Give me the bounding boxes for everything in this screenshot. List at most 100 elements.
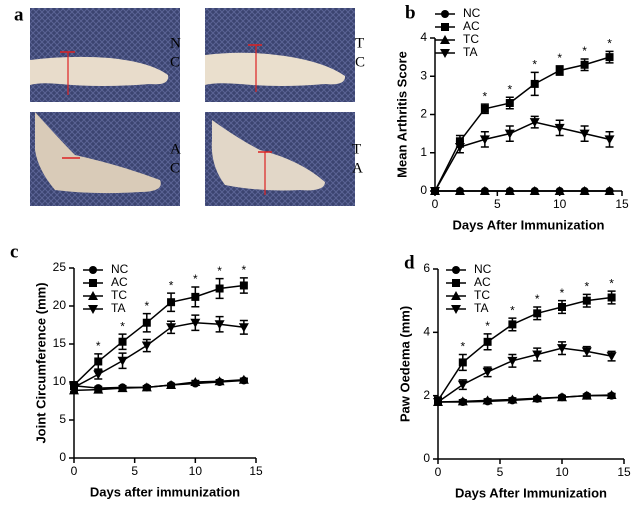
legend-marker bbox=[452, 279, 460, 287]
legend-label: NC bbox=[474, 262, 492, 276]
x-tick-label: 5 bbox=[131, 464, 138, 478]
point bbox=[605, 53, 614, 62]
point bbox=[504, 186, 515, 195]
point bbox=[532, 350, 543, 360]
legend-label: NC bbox=[463, 6, 481, 20]
panel-letter: a bbox=[14, 4, 24, 25]
x-tick-label: 15 bbox=[617, 465, 631, 479]
point bbox=[557, 344, 567, 354]
series-line bbox=[437, 296, 612, 401]
significance-mark: * bbox=[582, 44, 587, 58]
series-line bbox=[434, 56, 610, 192]
point bbox=[555, 66, 564, 75]
series-line bbox=[437, 394, 612, 403]
point bbox=[214, 376, 225, 386]
legend-marker bbox=[451, 305, 461, 314]
legend-label: NC bbox=[111, 262, 129, 276]
significance-mark: * bbox=[460, 340, 465, 354]
x-tick-label: 5 bbox=[497, 465, 504, 479]
point bbox=[93, 370, 104, 380]
point bbox=[606, 390, 617, 400]
series-line bbox=[73, 378, 244, 392]
photo-caption: A bbox=[170, 141, 181, 157]
point bbox=[458, 358, 467, 367]
photo-caption: C bbox=[170, 54, 180, 70]
point bbox=[118, 337, 127, 346]
point bbox=[581, 390, 592, 400]
point bbox=[579, 186, 590, 195]
point bbox=[191, 292, 200, 301]
point bbox=[238, 323, 249, 333]
point bbox=[117, 383, 128, 393]
point bbox=[167, 298, 176, 307]
point bbox=[507, 394, 518, 404]
legend-marker bbox=[88, 305, 98, 314]
y-tick-label: 0 bbox=[420, 183, 427, 197]
y-tick-label: 25 bbox=[53, 260, 67, 274]
photo-caption: A bbox=[352, 160, 363, 176]
significance-mark: * bbox=[532, 58, 537, 72]
point bbox=[117, 356, 128, 366]
legend-marker bbox=[88, 291, 98, 300]
panel-letter: d bbox=[404, 252, 415, 273]
legend-marker bbox=[440, 35, 450, 44]
y-tick-label: 2 bbox=[420, 107, 427, 121]
photo-caption: N bbox=[170, 35, 181, 51]
series-line bbox=[73, 284, 244, 386]
legend-label: AC bbox=[463, 19, 480, 33]
significance-mark: * bbox=[217, 264, 222, 278]
photo bbox=[30, 112, 180, 206]
series-line bbox=[434, 121, 610, 192]
y-axis-label: Paw Oedema (mm) bbox=[397, 306, 412, 422]
x-axis-label: Days After Immunization bbox=[453, 217, 605, 232]
y-tick-label: 2 bbox=[423, 388, 430, 402]
photo-caption: C bbox=[355, 54, 365, 70]
photo bbox=[30, 8, 180, 102]
series-line bbox=[437, 347, 612, 403]
panel-letter: c bbox=[10, 241, 18, 262]
point bbox=[190, 318, 201, 328]
photo-caption: T bbox=[355, 35, 364, 51]
significance-mark: * bbox=[557, 51, 562, 65]
significance-mark: * bbox=[535, 292, 540, 306]
x-tick-label: 5 bbox=[494, 197, 501, 211]
point bbox=[483, 337, 492, 346]
x-axis-label: Days after immunization bbox=[90, 484, 240, 499]
legend-label: TC bbox=[463, 32, 479, 46]
point bbox=[141, 341, 152, 351]
legend-marker bbox=[441, 23, 449, 31]
photo-caption: T bbox=[352, 141, 361, 157]
legend-label: TA bbox=[111, 301, 125, 315]
legend-marker bbox=[89, 279, 97, 287]
significance-mark: * bbox=[242, 263, 247, 277]
significance-mark: * bbox=[510, 303, 515, 317]
photo-caption: C bbox=[170, 160, 180, 176]
point bbox=[94, 357, 103, 366]
legend-marker bbox=[451, 291, 461, 300]
x-axis-label: Days After Immunization bbox=[455, 485, 607, 500]
y-tick-label: 20 bbox=[53, 298, 67, 312]
point bbox=[529, 186, 540, 195]
significance-mark: * bbox=[483, 89, 488, 103]
point bbox=[141, 382, 152, 392]
legend-marker bbox=[89, 266, 97, 274]
point bbox=[215, 284, 224, 293]
point bbox=[532, 393, 543, 403]
point bbox=[557, 392, 567, 402]
y-tick-label: 4 bbox=[420, 30, 427, 44]
significance-mark: * bbox=[120, 319, 125, 333]
legend-marker bbox=[452, 266, 460, 274]
point bbox=[457, 396, 468, 406]
significance-mark: * bbox=[607, 37, 612, 51]
point bbox=[69, 383, 79, 393]
point bbox=[529, 118, 540, 128]
point bbox=[505, 99, 514, 108]
panel-letter: b bbox=[405, 2, 416, 23]
y-tick-label: 10 bbox=[53, 374, 67, 388]
y-tick-label: 4 bbox=[423, 325, 430, 339]
y-tick-label: 0 bbox=[423, 451, 430, 465]
y-tick-label: 3 bbox=[420, 68, 427, 82]
y-tick-label: 1 bbox=[420, 145, 427, 159]
point bbox=[190, 377, 201, 386]
